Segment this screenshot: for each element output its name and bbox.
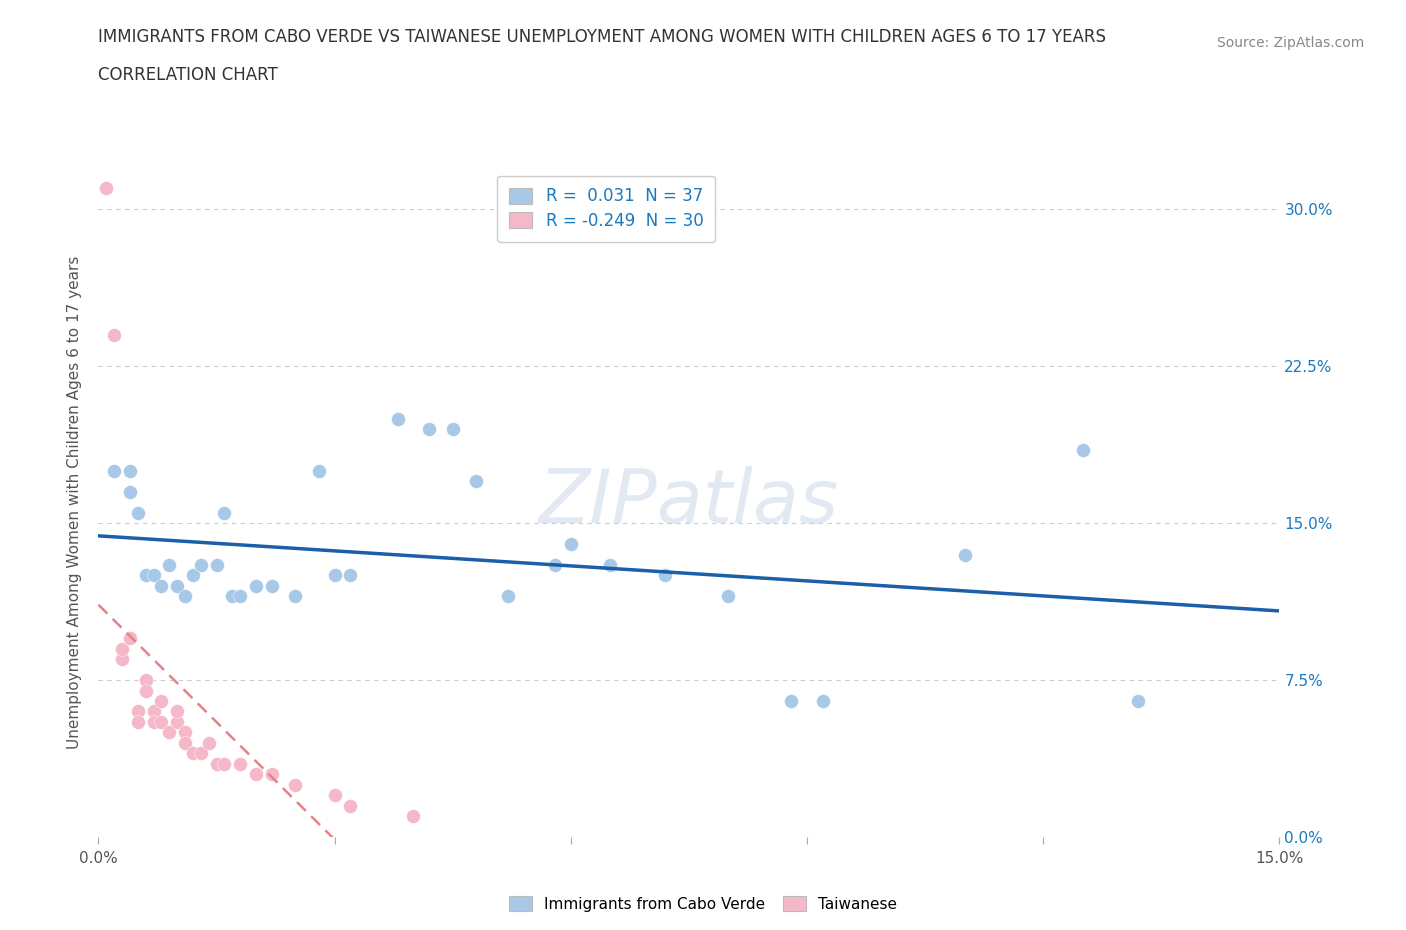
Point: [245, 578, 267, 593]
Point: [118, 485, 141, 499]
Text: Source: ZipAtlas.com: Source: ZipAtlas.com: [1216, 35, 1364, 49]
Legend: R =  0.031  N = 37, R = -0.249  N = 30: R = 0.031 N = 37, R = -0.249 N = 30: [498, 176, 716, 242]
Point: [221, 589, 243, 604]
Point: [387, 411, 409, 426]
Point: [118, 463, 141, 478]
Point: [157, 558, 180, 573]
Text: CORRELATION CHART: CORRELATION CHART: [98, 66, 278, 84]
Point: [245, 766, 267, 781]
Point: [323, 568, 346, 583]
Point: [190, 558, 212, 573]
Point: [111, 642, 134, 657]
Point: [811, 694, 834, 709]
Point: [135, 568, 157, 583]
Point: [174, 589, 197, 604]
Point: [166, 578, 188, 593]
Point: [339, 568, 361, 583]
Point: [780, 694, 803, 709]
Point: [166, 704, 188, 719]
Point: [103, 463, 125, 478]
Y-axis label: Unemployment Among Women with Children Ages 6 to 17 years: Unemployment Among Women with Children A…: [67, 256, 83, 749]
Point: [150, 694, 173, 709]
Point: [229, 756, 252, 771]
Point: [135, 672, 157, 687]
Legend: Immigrants from Cabo Verde, Taiwanese: Immigrants from Cabo Verde, Taiwanese: [502, 890, 904, 918]
Point: [339, 798, 361, 813]
Point: [142, 704, 165, 719]
Point: [402, 809, 425, 824]
Point: [135, 683, 157, 698]
Point: [111, 652, 134, 667]
Point: [157, 725, 180, 740]
Point: [544, 558, 567, 573]
Point: [953, 547, 976, 562]
Point: [127, 714, 149, 729]
Point: [717, 589, 740, 604]
Point: [260, 578, 283, 593]
Point: [150, 578, 173, 593]
Point: [465, 474, 488, 489]
Text: IMMIGRANTS FROM CABO VERDE VS TAIWANESE UNEMPLOYMENT AMONG WOMEN WITH CHILDREN A: IMMIGRANTS FROM CABO VERDE VS TAIWANESE …: [98, 29, 1107, 46]
Point: [560, 537, 582, 551]
Point: [229, 589, 252, 604]
Point: [142, 714, 165, 729]
Point: [103, 327, 125, 342]
Point: [150, 714, 173, 729]
Point: [127, 505, 149, 520]
Text: ZIPatlas: ZIPatlas: [538, 466, 839, 538]
Point: [308, 463, 330, 478]
Point: [260, 766, 283, 781]
Point: [166, 714, 188, 729]
Point: [441, 421, 464, 436]
Point: [418, 421, 440, 436]
Point: [118, 631, 141, 645]
Point: [214, 756, 236, 771]
Point: [214, 505, 236, 520]
Point: [654, 568, 676, 583]
Point: [190, 746, 212, 761]
Point: [142, 568, 165, 583]
Point: [205, 756, 228, 771]
Point: [284, 589, 307, 604]
Point: [1071, 443, 1094, 458]
Point: [599, 558, 621, 573]
Point: [323, 788, 346, 803]
Point: [96, 181, 118, 196]
Point: [174, 725, 197, 740]
Point: [205, 558, 228, 573]
Point: [181, 746, 204, 761]
Point: [174, 736, 197, 751]
Point: [1126, 694, 1149, 709]
Point: [284, 777, 307, 792]
Point: [496, 589, 519, 604]
Point: [197, 736, 219, 751]
Point: [181, 568, 204, 583]
Point: [127, 704, 149, 719]
